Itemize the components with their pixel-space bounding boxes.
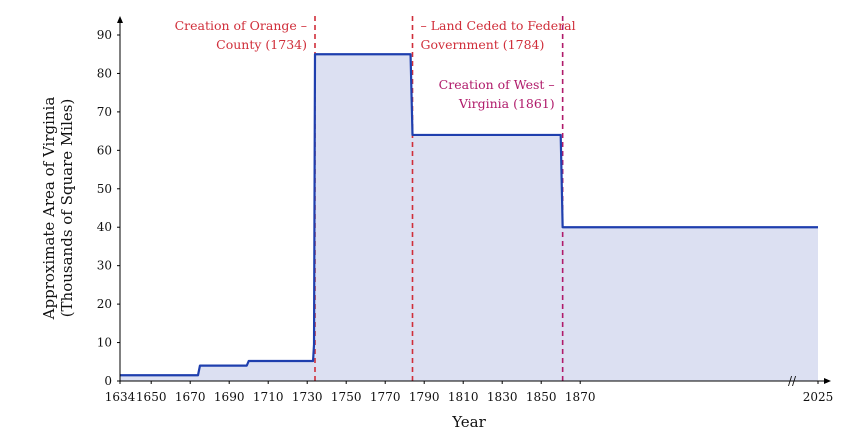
x-tick-label-1650: 1650 [136, 390, 167, 404]
x-tick-label-1634: 1634 [105, 390, 136, 404]
series-line [120, 53, 818, 377]
y-tick-label-60: 60 [97, 143, 112, 157]
area-fill [120, 54, 818, 381]
x-tick-label-1870: 1870 [565, 390, 596, 404]
series-line-layer [120, 53, 818, 377]
axis-break: // [788, 374, 797, 388]
y-tick-label-40: 40 [97, 220, 112, 234]
y-tick-label-20: 20 [97, 297, 112, 311]
x-tick-label-1670: 1670 [175, 390, 206, 404]
annotation-label-1861-line-2: Virginia (1861) [458, 96, 555, 111]
y-tick-label-70: 70 [97, 105, 112, 119]
y-axis-title: Approximate Area of Virginia(Thousands o… [40, 97, 76, 321]
y-axis-arrow [117, 16, 123, 23]
annotation-label-1734-line-2: County (1734) [216, 37, 307, 52]
y-axis-title-line-1: Approximate Area of Virginia [40, 97, 58, 321]
y-tick-label-80: 80 [97, 66, 112, 80]
x-tick-label-1710: 1710 [253, 390, 284, 404]
x-axis-title: Year [451, 413, 486, 431]
x-tick-label-2025: 2025 [803, 390, 834, 404]
y-axis-title-line-2: (Thousands of Square Miles) [58, 99, 76, 318]
annotation-label-1784-line-1: – Land Ceded to Federal [421, 18, 576, 33]
y-tick-label-0: 0 [104, 374, 112, 388]
y-tick-label-30: 30 [97, 259, 112, 273]
x-tick-label-1810: 1810 [448, 390, 479, 404]
area-fill-layer [120, 54, 818, 381]
annotation-label-1734-line-1: Creation of Orange – [175, 18, 307, 33]
x-tick-label-1750: 1750 [331, 390, 362, 404]
y-tick-label-90: 90 [97, 28, 112, 42]
x-tick-label-1770: 1770 [370, 390, 401, 404]
annotation-label-1861-line-1: Creation of West – [439, 77, 555, 92]
tick-layer: 0 10 20 30 40 50 60 70 80 90 1634 1650 1670 1690 1710 1… [97, 28, 834, 404]
x-tick-label-1850: 1850 [526, 390, 557, 404]
x-tick-label-1690: 1690 [214, 390, 245, 404]
x-axis-arrow [824, 378, 831, 384]
annotation-labels: Creation of Orange – County (1734) – Land … [175, 18, 576, 111]
x-tick-label-1790: 1790 [409, 390, 440, 404]
x-tick-label-1830: 1830 [487, 390, 518, 404]
axis-break-mark: // [788, 374, 797, 388]
y-tick-label-10: 10 [97, 336, 112, 350]
x-tick-label-1730: 1730 [292, 390, 323, 404]
y-tick-label-50: 50 [97, 182, 112, 196]
annotation-label-1784-line-2: Government (1784) [421, 37, 545, 52]
axes [117, 16, 831, 384]
